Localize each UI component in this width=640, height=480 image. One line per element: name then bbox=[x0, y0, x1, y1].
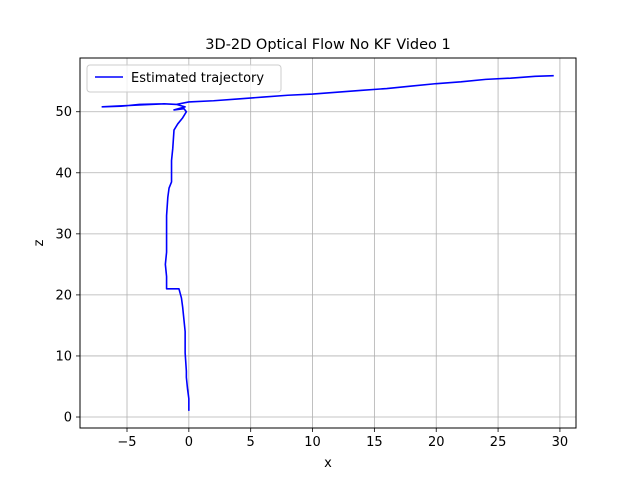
x-tick-label: 30 bbox=[552, 435, 569, 450]
y-tick-label: 20 bbox=[55, 288, 72, 303]
y-tick-label: 40 bbox=[55, 166, 72, 181]
axes-frame bbox=[79, 57, 577, 429]
legend-box bbox=[86, 64, 282, 93]
x-tick-label: 5 bbox=[247, 435, 255, 450]
legend: Estimated trajectory bbox=[86, 64, 282, 93]
chart-title: 3D-2D Optical Flow No KF Video 1 bbox=[205, 37, 450, 53]
x-tick-label: 0 bbox=[185, 435, 193, 450]
x-tick-label: 15 bbox=[366, 435, 383, 450]
y-tick-label: 50 bbox=[55, 105, 72, 120]
grid bbox=[80, 58, 576, 428]
x-tick-label: −5 bbox=[117, 435, 136, 450]
y-tick-label: 0 bbox=[64, 411, 72, 426]
y-axis-label: z bbox=[32, 239, 47, 246]
y-tick-label: 10 bbox=[55, 349, 72, 364]
series-layer bbox=[101, 74, 554, 411]
y-tick-label: 30 bbox=[55, 227, 72, 242]
ticks: −5 0 5 10 15 20 25 30 0 10 20 30 40 50 bbox=[55, 105, 568, 450]
x-axis-label: x bbox=[324, 456, 332, 471]
x-tick-label: 25 bbox=[490, 435, 507, 450]
x-tick-label: 20 bbox=[428, 435, 445, 450]
legend-label: Estimated trajectory bbox=[131, 71, 264, 86]
x-tick-label: 10 bbox=[304, 435, 321, 450]
trajectory-line bbox=[101, 74, 554, 411]
